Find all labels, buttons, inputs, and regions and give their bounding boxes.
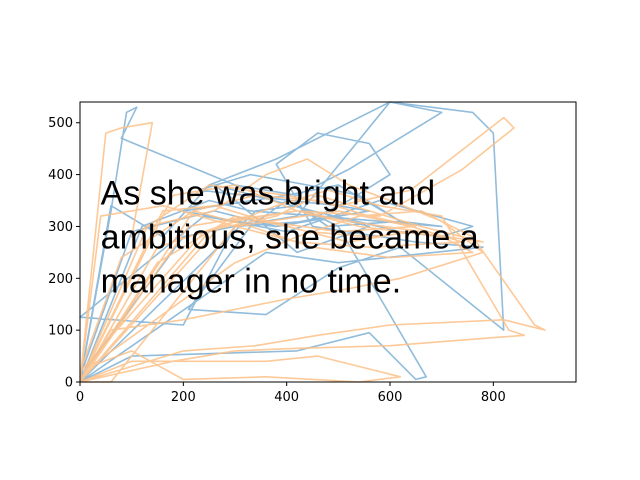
y-tick-label: 200 — [48, 272, 73, 287]
y-tick-label: 100 — [48, 324, 73, 339]
x-tick-label: 800 — [481, 390, 506, 405]
annotation-line-1: As she was bright and — [101, 175, 436, 213]
x-tick-label: 600 — [378, 390, 403, 405]
y-tick-label: 400 — [48, 168, 73, 183]
y-axis: 0 100 200 300 400 500 — [48, 116, 80, 390]
x-tick-label: 400 — [274, 390, 299, 405]
annotation-line-2: ambitious, she became a — [101, 219, 479, 257]
y-tick-label: 300 — [48, 220, 73, 235]
plot-area: As she was bright and ambitious, she bec… — [80, 102, 576, 382]
x-tick-label: 0 — [76, 390, 84, 405]
annotation-line-3: manager in no time. — [101, 263, 402, 301]
x-axis: 0 200 400 600 800 — [76, 382, 506, 405]
x-tick-label: 200 — [171, 390, 196, 405]
y-tick-label: 0 — [65, 376, 73, 391]
y-tick-label: 500 — [48, 116, 73, 131]
